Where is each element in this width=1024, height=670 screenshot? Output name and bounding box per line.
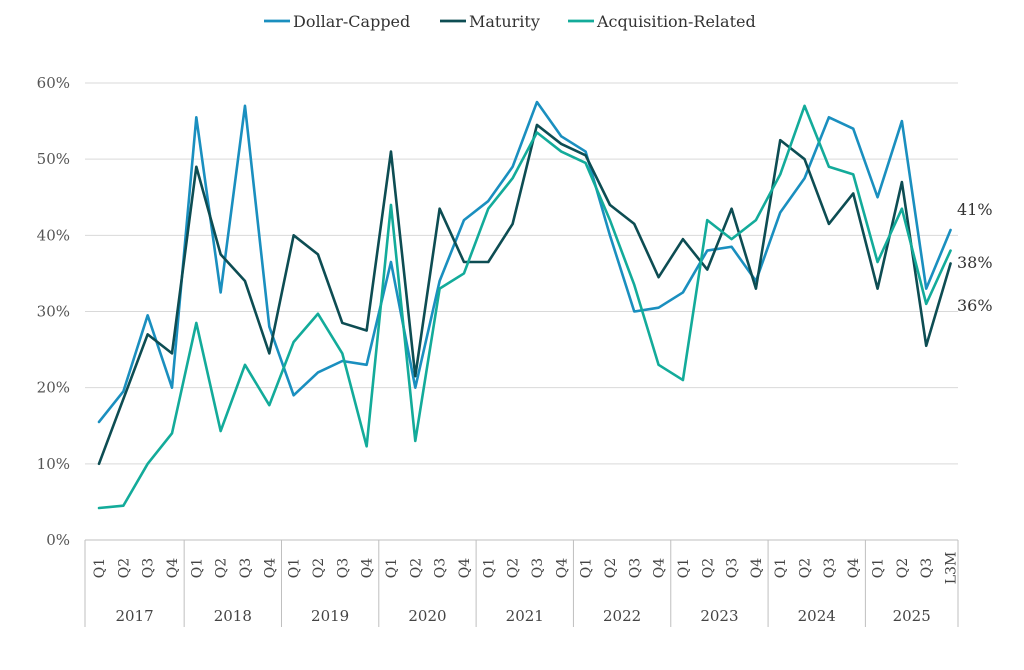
x-tick-label: Q4 bbox=[554, 558, 570, 578]
year-label-2024: 2024 bbox=[798, 607, 836, 625]
year-label-2019: 2019 bbox=[311, 607, 349, 625]
y-tick-label: 0% bbox=[46, 531, 70, 549]
series-line-maturity bbox=[97, 123, 952, 466]
y-tick-label: 10% bbox=[37, 455, 70, 473]
x-tick-label: Q2 bbox=[214, 558, 230, 578]
x-tick-label: Q2 bbox=[798, 558, 814, 578]
x-tick-label: Q1 bbox=[773, 558, 789, 578]
year-label-2023: 2023 bbox=[700, 607, 738, 625]
y-tick-label: 60% bbox=[37, 74, 70, 92]
end-label-maturity: 36% bbox=[957, 296, 993, 315]
end-label-acquisition-related: 38% bbox=[957, 253, 993, 272]
y-axis: 0% 10% 20% 30% 40% 50% 60% bbox=[37, 74, 70, 549]
legend-label: Dollar-Capped bbox=[293, 12, 410, 31]
x-tick-label: Q3 bbox=[433, 558, 449, 578]
y-tick-label: 40% bbox=[37, 226, 70, 244]
x-tick-label: Q3 bbox=[822, 558, 838, 578]
x-tick-label: Q4 bbox=[165, 558, 181, 578]
x-tick-label: Q1 bbox=[287, 558, 303, 578]
x-tick-label: Q3 bbox=[238, 558, 254, 578]
x-tick-label: Q1 bbox=[92, 558, 108, 578]
legend-label: Acquisition-Related bbox=[596, 12, 756, 31]
series-line-acquisition-related bbox=[97, 104, 952, 510]
x-tick-label: Q2 bbox=[116, 558, 132, 578]
year-label-2025: 2025 bbox=[893, 607, 931, 625]
x-tick-label: L3M bbox=[944, 552, 960, 585]
year-label-2022: 2022 bbox=[603, 607, 641, 625]
x-tick-label: Q3 bbox=[919, 558, 935, 578]
x-tick-label: Q1 bbox=[189, 558, 205, 578]
series-lines bbox=[97, 100, 952, 510]
x-tick-label: Q4 bbox=[457, 558, 473, 578]
x-tick-label: Q1 bbox=[481, 558, 497, 578]
x-tick-label: Q2 bbox=[700, 558, 716, 578]
x-tick-label: Q3 bbox=[725, 558, 741, 578]
year-label-2020: 2020 bbox=[408, 607, 446, 625]
legend-label: Maturity bbox=[469, 12, 540, 31]
x-tick-label: Q1 bbox=[384, 558, 400, 578]
end-label-dollar-capped: 41% bbox=[957, 200, 993, 219]
x-tick-label: Q1 bbox=[579, 558, 595, 578]
x-axis: Q1 Q2 Q3 Q4 Q1 Q2 Q3 Q4 Q1 Q2 Q3 Q4 Q1 Q2 Q3 Q4 Q1 Q2 Q3 Q4… bbox=[84, 539, 960, 627]
gridlines bbox=[85, 82, 958, 465]
x-tick-label: Q4 bbox=[360, 558, 376, 578]
year-label-2017: 2017 bbox=[115, 607, 153, 625]
x-tick-label: Q3 bbox=[335, 558, 351, 578]
x-tick-label: Q2 bbox=[603, 558, 619, 578]
x-tick-label: Q4 bbox=[846, 558, 862, 578]
y-tick-label: 30% bbox=[37, 303, 70, 321]
x-tick-label: Q4 bbox=[652, 558, 668, 578]
year-label-2021: 2021 bbox=[506, 607, 544, 625]
x-tick-label: Q2 bbox=[311, 558, 327, 578]
x-tick-label: Q4 bbox=[262, 558, 278, 578]
legend: Dollar-Capped Maturity Acquisition-Related bbox=[264, 12, 756, 31]
y-tick-label: 50% bbox=[37, 150, 70, 168]
x-tick-label: Q1 bbox=[871, 558, 887, 578]
x-tick-label: Q2 bbox=[895, 558, 911, 578]
year-label-2018: 2018 bbox=[214, 607, 252, 625]
y-tick-label: 20% bbox=[37, 379, 70, 397]
end-labels: 41% 38% 36% bbox=[957, 200, 993, 315]
x-tick-label: Q4 bbox=[749, 558, 765, 578]
x-tick-label: Q3 bbox=[627, 558, 643, 578]
x-tick-label: Q1 bbox=[676, 558, 692, 578]
x-tick-label: Q3 bbox=[141, 558, 157, 578]
x-tick-label: Q2 bbox=[408, 558, 424, 578]
x-tick-label: Q2 bbox=[506, 558, 522, 578]
x-tick-label: Q3 bbox=[530, 558, 546, 578]
